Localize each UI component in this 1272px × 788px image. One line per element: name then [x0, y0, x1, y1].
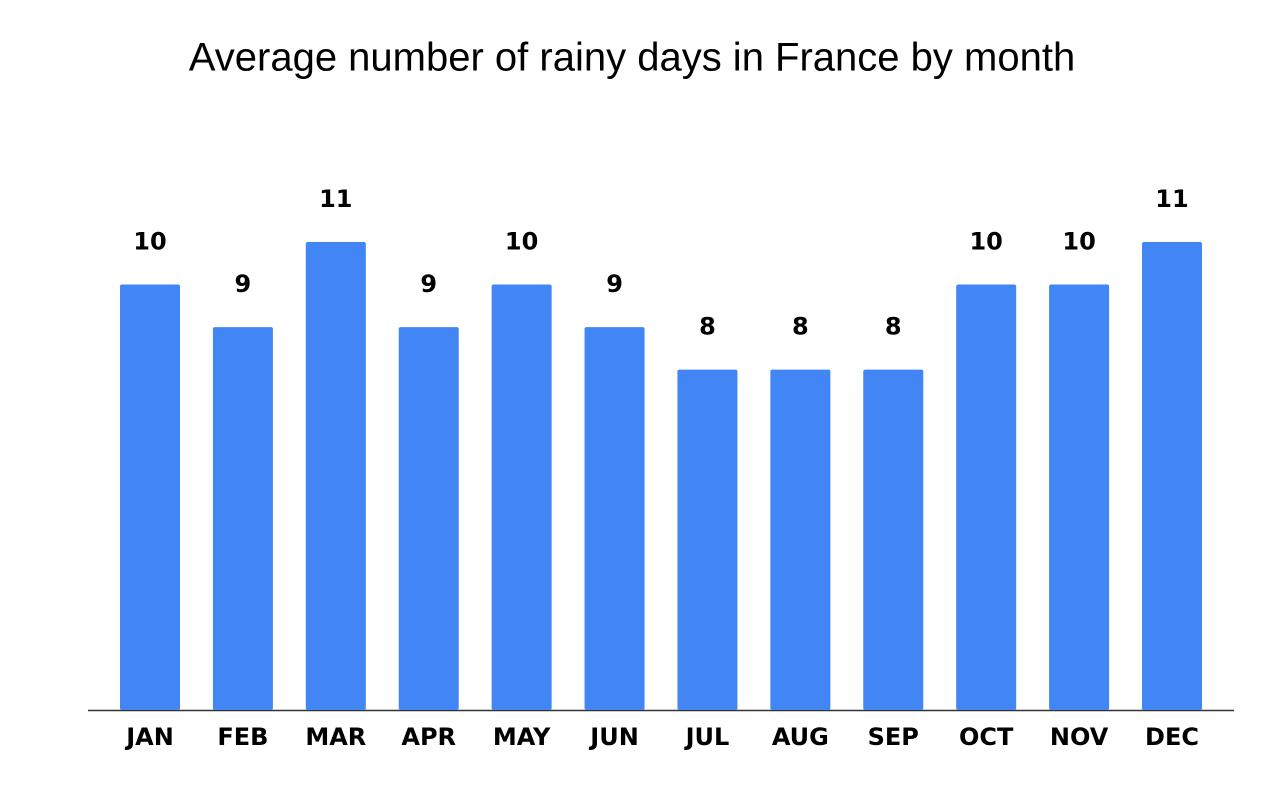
x-tick-label: APR	[401, 723, 456, 751]
bar	[584, 327, 645, 710]
bar	[491, 284, 552, 710]
value-label: 10	[1062, 228, 1095, 256]
value-label: 10	[505, 228, 538, 256]
value-label: 10	[133, 228, 166, 256]
x-tick-label: OCT	[959, 723, 1014, 751]
value-label: 11	[1155, 185, 1188, 213]
value-label: 11	[319, 185, 352, 213]
x-tick-label: DEC	[1145, 723, 1199, 751]
value-label: 8	[885, 313, 902, 341]
bar	[863, 369, 924, 710]
x-tick-label: AUG	[772, 723, 829, 751]
value-label: 9	[420, 270, 437, 298]
bar	[677, 369, 738, 710]
x-tick-label: NOV	[1050, 723, 1109, 751]
bar	[770, 369, 831, 710]
bar	[398, 327, 459, 710]
bar	[212, 327, 273, 710]
bar	[305, 242, 366, 710]
bar	[956, 284, 1017, 710]
value-label: 9	[606, 270, 623, 298]
value-label: 8	[792, 313, 809, 341]
x-tick-label: JUN	[588, 723, 639, 751]
x-tick-label: SEP	[868, 723, 919, 751]
x-tick-label: FEB	[217, 723, 268, 751]
bar	[120, 284, 180, 710]
x-tick-label: JUL	[684, 723, 730, 751]
x-tick-label: MAR	[305, 723, 366, 751]
bar	[1049, 284, 1110, 710]
x-tick-label: JAN	[124, 723, 174, 751]
chart-title: Average number of rainy days in France b…	[189, 36, 1075, 80]
bar	[1142, 242, 1202, 710]
value-label: 9	[235, 270, 252, 298]
value-label: 10	[969, 228, 1002, 256]
value-label: 8	[699, 313, 716, 341]
x-tick-label: MAY	[493, 723, 551, 751]
